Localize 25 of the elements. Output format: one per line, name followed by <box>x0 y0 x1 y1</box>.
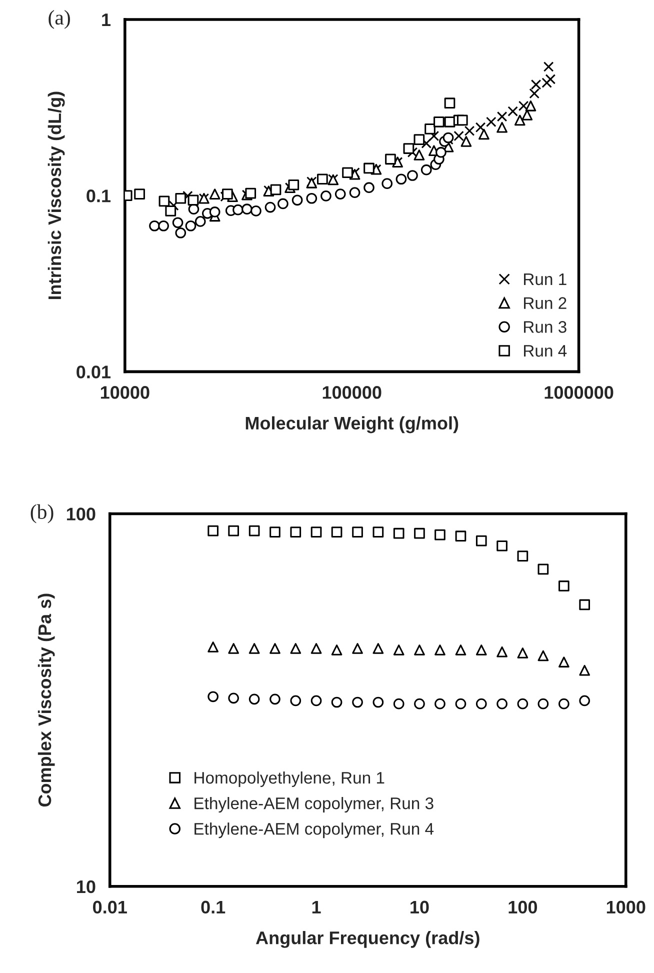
x-tick-label: 0.1 <box>201 900 226 914</box>
y-tick-label: 10 <box>77 880 96 894</box>
legend-label: Ethylene-AEM copolymer, Run 4 <box>194 822 434 838</box>
x-tick-label: 100 <box>508 900 537 914</box>
text: (b) <box>30 504 54 524</box>
x-axis-title: Angular Frequency (rad/s) <box>256 931 480 948</box>
x-tick-label: 10 <box>410 900 429 914</box>
text: (a) <box>48 10 70 29</box>
x-tick-label: 1000 <box>606 900 646 914</box>
legend-label: Run 4 <box>524 345 567 357</box>
legend-label: Run 2 <box>524 297 566 309</box>
legend-label: Homopolyethylene, Run 1 <box>194 771 384 787</box>
x-tick-label: 1000000 <box>544 386 614 399</box>
x-tick-label: 1 <box>312 900 321 914</box>
x-axis-title: Molecular Weight (g/mol) <box>246 416 458 434</box>
y-tick-label: 0.01 <box>76 366 111 378</box>
legend-label: Run 1 <box>524 273 566 286</box>
y-tick-label: 1 <box>102 14 111 26</box>
legend-label: Run 3 <box>524 321 566 333</box>
x-tick-label: 10000 <box>100 386 150 399</box>
x-tick-label: 100000 <box>322 386 382 399</box>
y-tick-label: 0.1 <box>86 190 111 202</box>
legend-label: Ethylene-AEM copolymer, Run 3 <box>194 796 434 813</box>
y-axis-title: Intrinsic Viscosity (dL/g) <box>48 92 65 300</box>
y-axis-title: Complex Viscosity (Pa s) <box>38 594 55 807</box>
